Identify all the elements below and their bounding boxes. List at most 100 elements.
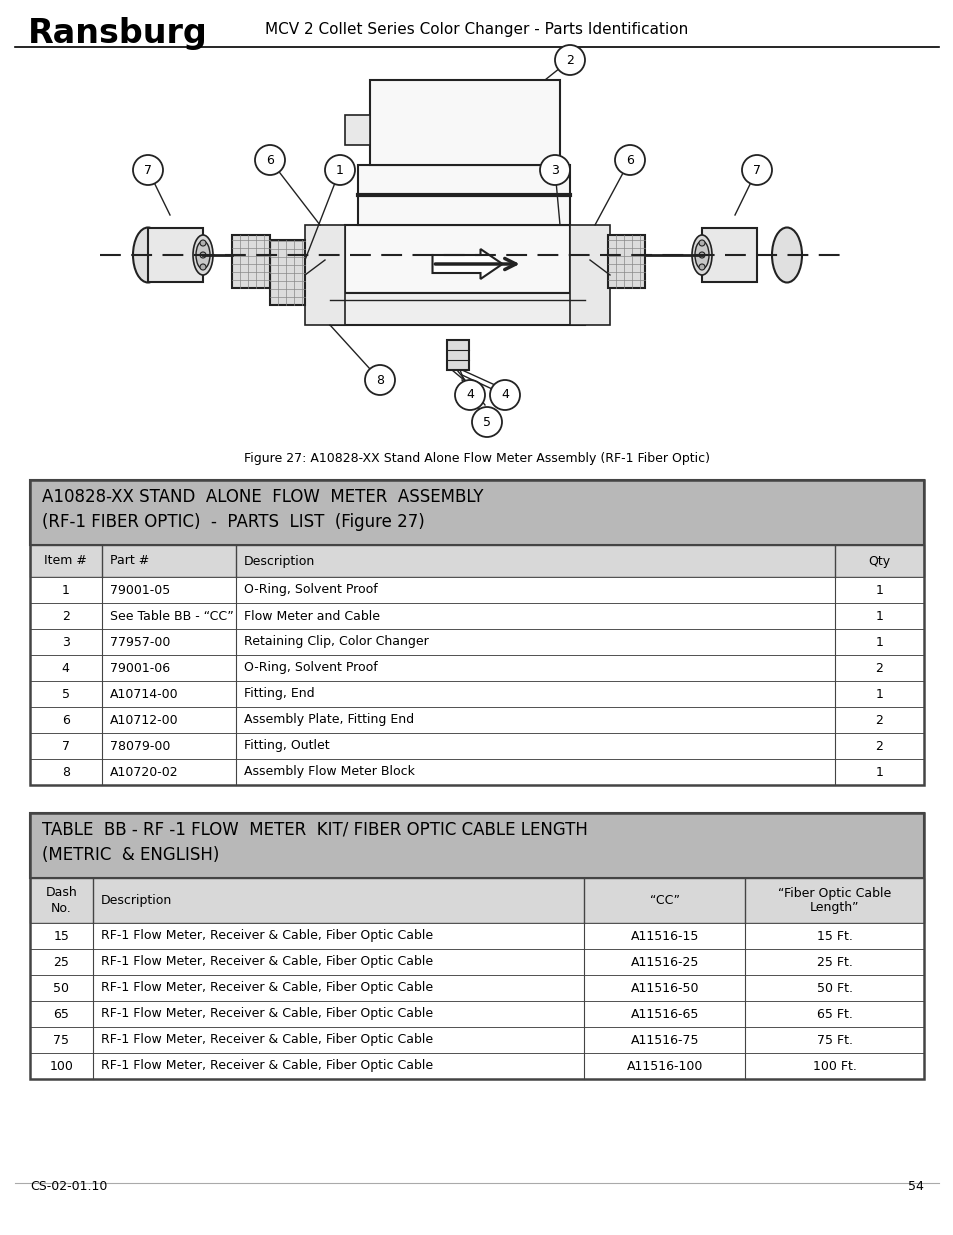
Bar <box>701 228 757 282</box>
Bar <box>30 480 923 545</box>
Text: 1: 1 <box>875 583 882 597</box>
Text: 1: 1 <box>335 163 344 177</box>
Text: See Table BB - “CC”: See Table BB - “CC” <box>110 610 233 622</box>
Text: Flow Meter and Cable: Flow Meter and Cable <box>243 610 379 622</box>
Ellipse shape <box>195 241 210 269</box>
Text: 7: 7 <box>144 163 152 177</box>
Text: 65: 65 <box>53 1008 70 1020</box>
Text: MCV 2 Collet Series Color Changer - Parts Identification: MCV 2 Collet Series Color Changer - Part… <box>265 22 688 37</box>
Bar <box>30 655 923 680</box>
Text: 75 Ft.: 75 Ft. <box>816 1034 852 1046</box>
Text: 78079-00: 78079-00 <box>110 740 170 752</box>
Bar <box>30 948 923 974</box>
Text: 3: 3 <box>62 636 70 648</box>
Bar <box>345 225 569 293</box>
Text: 79001-06: 79001-06 <box>110 662 170 674</box>
Text: 4: 4 <box>466 389 474 401</box>
Ellipse shape <box>771 227 801 283</box>
Text: 4: 4 <box>62 662 70 674</box>
Circle shape <box>365 366 395 395</box>
Text: 6: 6 <box>625 153 634 167</box>
Text: 2: 2 <box>875 740 882 752</box>
Text: 6: 6 <box>62 714 70 726</box>
Circle shape <box>254 144 285 175</box>
Text: O-Ring, Solvent Proof: O-Ring, Solvent Proof <box>243 662 377 674</box>
Bar <box>30 1002 923 1028</box>
Text: A11516-100: A11516-100 <box>626 1060 702 1072</box>
Ellipse shape <box>699 240 704 246</box>
Circle shape <box>455 380 484 410</box>
Text: RF-1 Flow Meter, Receiver & Cable, Fiber Optic Cable: RF-1 Flow Meter, Receiver & Cable, Fiber… <box>100 956 433 968</box>
Text: 1: 1 <box>875 688 882 700</box>
Text: 7: 7 <box>62 740 70 752</box>
Ellipse shape <box>200 240 206 246</box>
Bar <box>569 225 609 325</box>
Text: 1: 1 <box>875 766 882 778</box>
Bar <box>30 480 923 785</box>
Bar <box>30 760 923 785</box>
Text: 5: 5 <box>482 415 491 429</box>
Bar <box>30 629 923 655</box>
Text: 25 Ft.: 25 Ft. <box>816 956 852 968</box>
Bar <box>148 228 203 282</box>
Text: 50 Ft.: 50 Ft. <box>816 982 852 994</box>
Text: TABLE  BB - RF -1 FLOW  METER  KIT/ FIBER OPTIC CABLE LENGTH
(METRIC  & ENGLISH): TABLE BB - RF -1 FLOW METER KIT/ FIBER O… <box>42 821 587 864</box>
Circle shape <box>741 156 771 185</box>
Bar <box>330 293 584 325</box>
Text: 1: 1 <box>62 583 70 597</box>
Circle shape <box>555 44 584 75</box>
Bar <box>30 923 923 948</box>
Text: Description: Description <box>243 555 314 568</box>
Bar <box>30 813 923 1079</box>
Text: 4: 4 <box>500 389 508 401</box>
Text: 1: 1 <box>875 610 882 622</box>
Text: 100: 100 <box>50 1060 73 1072</box>
Bar <box>357 165 569 225</box>
Circle shape <box>615 144 644 175</box>
Text: A11516-75: A11516-75 <box>630 1034 699 1046</box>
Text: A11516-25: A11516-25 <box>630 956 699 968</box>
Text: 2: 2 <box>565 53 574 67</box>
Ellipse shape <box>200 264 206 270</box>
Text: 65 Ft.: 65 Ft. <box>816 1008 852 1020</box>
Ellipse shape <box>132 227 163 283</box>
Text: Retaining Clip, Color Changer: Retaining Clip, Color Changer <box>243 636 428 648</box>
Text: 15 Ft.: 15 Ft. <box>816 930 852 942</box>
Circle shape <box>490 380 519 410</box>
Text: O-Ring, Solvent Proof: O-Ring, Solvent Proof <box>243 583 377 597</box>
Text: 2: 2 <box>62 610 70 622</box>
Bar <box>305 225 345 325</box>
Text: Item #: Item # <box>44 555 87 568</box>
Circle shape <box>325 156 355 185</box>
Circle shape <box>539 156 569 185</box>
Bar <box>30 706 923 734</box>
Text: 5: 5 <box>62 688 70 700</box>
Bar <box>270 240 305 305</box>
Text: Figure 27: A10828-XX Stand Alone Flow Meter Assembly (RF-1 Fiber Optic): Figure 27: A10828-XX Stand Alone Flow Me… <box>244 452 709 466</box>
Bar <box>30 1053 923 1079</box>
Circle shape <box>132 156 163 185</box>
Bar <box>30 813 923 878</box>
Ellipse shape <box>699 252 704 258</box>
Text: 7: 7 <box>752 163 760 177</box>
Text: 54: 54 <box>907 1179 923 1193</box>
Text: Fitting, End: Fitting, End <box>243 688 314 700</box>
Text: A10712-00: A10712-00 <box>110 714 178 726</box>
Text: Assembly Plate, Fitting End: Assembly Plate, Fitting End <box>243 714 414 726</box>
Bar <box>232 235 270 288</box>
Bar <box>30 545 923 577</box>
Text: 8: 8 <box>62 766 70 778</box>
Text: 2: 2 <box>875 714 882 726</box>
Text: 3: 3 <box>551 163 558 177</box>
Text: 50: 50 <box>53 982 70 994</box>
Text: A10714-00: A10714-00 <box>110 688 178 700</box>
Text: “Fiber Optic Cable
Length”: “Fiber Optic Cable Length” <box>777 887 890 914</box>
Circle shape <box>472 408 501 437</box>
Text: 77957-00: 77957-00 <box>110 636 170 648</box>
Bar <box>30 680 923 706</box>
Text: A11516-15: A11516-15 <box>630 930 699 942</box>
Text: A10720-02: A10720-02 <box>110 766 178 778</box>
Text: “CC”: “CC” <box>649 894 679 906</box>
Text: A10828-XX STAND  ALONE  FLOW  METER  ASSEMBLY
(RF-1 FIBER OPTIC)  -  PARTS  LIST: A10828-XX STAND ALONE FLOW METER ASSEMBL… <box>42 488 483 531</box>
Ellipse shape <box>200 252 206 258</box>
